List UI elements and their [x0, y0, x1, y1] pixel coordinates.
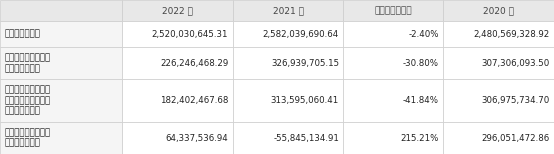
Bar [443, 0, 554, 21]
Text: 64,337,536.94: 64,337,536.94 [166, 134, 228, 143]
Text: 296,051,472.86: 296,051,472.86 [481, 134, 550, 143]
Text: -55,845,134.91: -55,845,134.91 [273, 134, 339, 143]
Bar [343, 122, 443, 154]
Bar [443, 21, 554, 47]
Bar [122, 79, 233, 122]
Bar [343, 0, 443, 21]
Bar [343, 47, 443, 79]
Bar [443, 79, 554, 122]
Bar [0, 0, 122, 21]
Text: 2020 年: 2020 年 [483, 6, 514, 15]
Text: 2,582,039,690.64: 2,582,039,690.64 [263, 30, 339, 38]
Text: 归属于上市公司股东
的净利润（元）: 归属于上市公司股东 的净利润（元） [4, 54, 50, 73]
Text: 313,595,060.41: 313,595,060.41 [271, 96, 339, 105]
Text: 2021 年: 2021 年 [273, 6, 304, 15]
Text: 326,939,705.15: 326,939,705.15 [271, 59, 339, 68]
Bar [0, 122, 122, 154]
Bar [233, 122, 343, 154]
Text: 归属于上市公司股东
的扣除非经常性损益
的净利润（元）: 归属于上市公司股东 的扣除非经常性损益 的净利润（元） [4, 86, 50, 116]
Text: -30.80%: -30.80% [403, 59, 439, 68]
Text: 307,306,093.50: 307,306,093.50 [481, 59, 550, 68]
Text: 226,246,468.29: 226,246,468.29 [160, 59, 228, 68]
Text: 2,480,569,328.92: 2,480,569,328.92 [473, 30, 550, 38]
Text: 182,402,467.68: 182,402,467.68 [160, 96, 228, 105]
Bar [0, 79, 122, 122]
Bar [0, 21, 122, 47]
Text: 2,520,030,645.31: 2,520,030,645.31 [152, 30, 228, 38]
Bar [122, 47, 233, 79]
Text: 营业收入（元）: 营业收入（元） [4, 30, 40, 38]
Bar [443, 122, 554, 154]
Bar [122, 122, 233, 154]
Bar [122, 21, 233, 47]
Bar [233, 47, 343, 79]
Bar [233, 0, 343, 21]
Bar [343, 21, 443, 47]
Text: 经营活动产生的现金
流量净额（元）: 经营活动产生的现金 流量净额（元） [4, 128, 50, 148]
Text: 215.21%: 215.21% [401, 134, 439, 143]
Text: 2022 年: 2022 年 [162, 6, 193, 15]
Bar [343, 79, 443, 122]
Text: 本年比上年增减: 本年比上年增减 [375, 6, 412, 15]
Bar [122, 0, 233, 21]
Bar [233, 21, 343, 47]
Text: -2.40%: -2.40% [408, 30, 439, 38]
Bar [0, 47, 122, 79]
Bar [443, 47, 554, 79]
Text: -41.84%: -41.84% [403, 96, 439, 105]
Text: 306,975,734.70: 306,975,734.70 [481, 96, 550, 105]
Bar [233, 79, 343, 122]
